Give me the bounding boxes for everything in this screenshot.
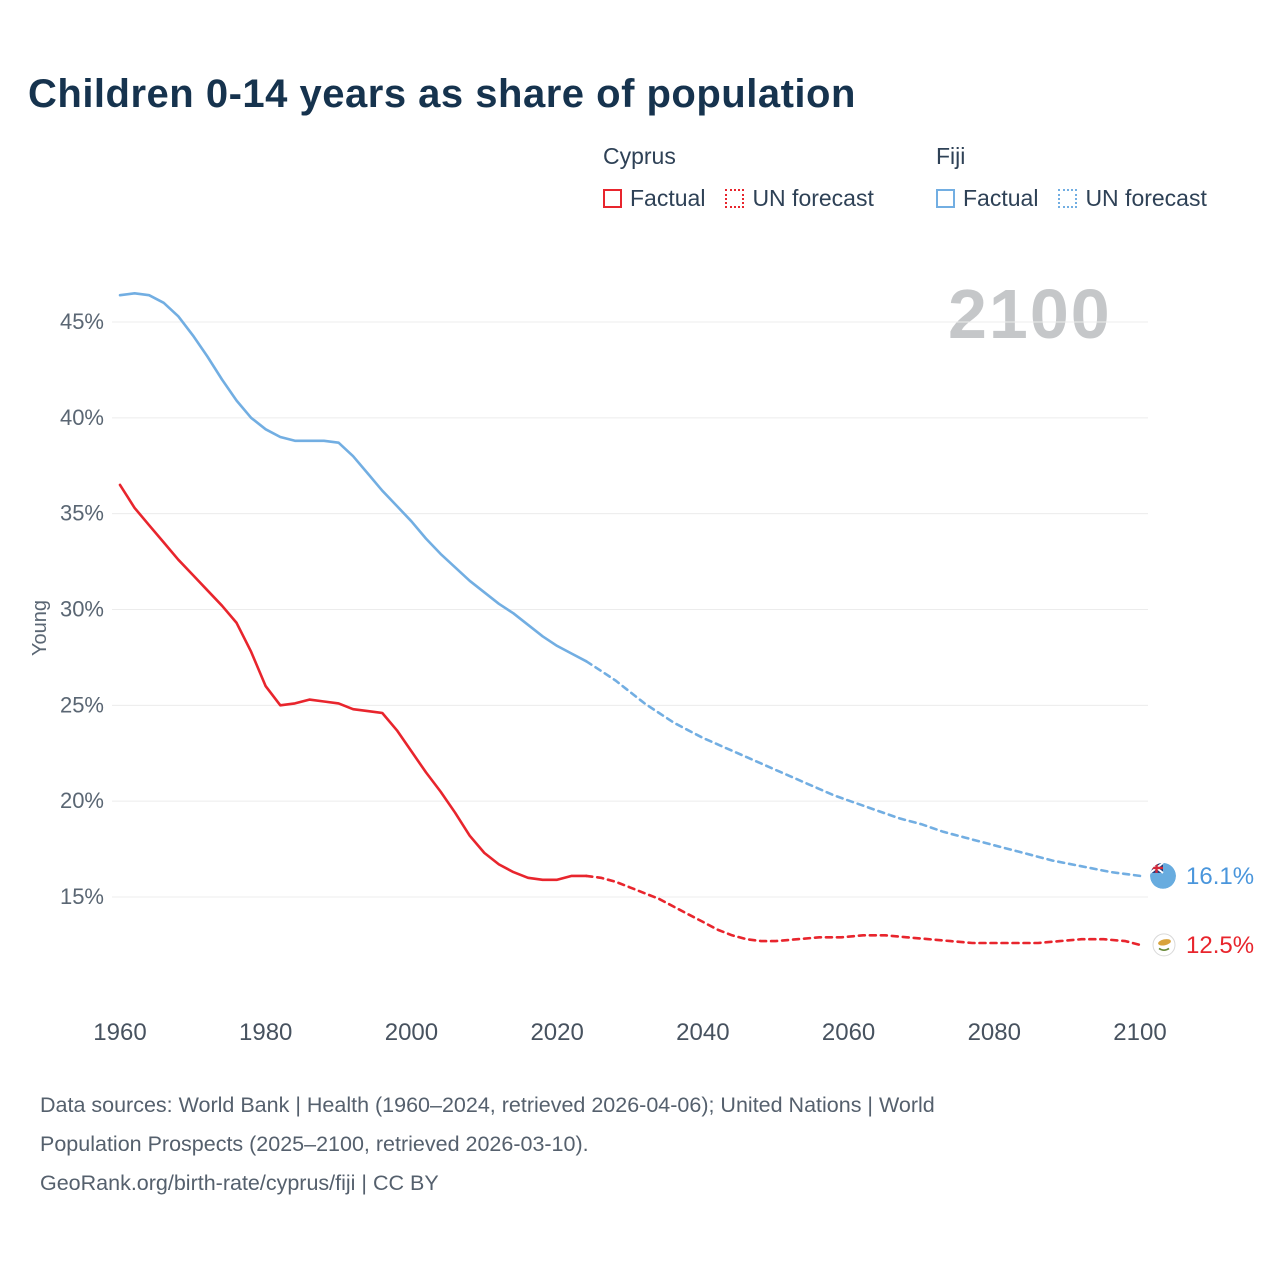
cyprus-factual-line[interactable]	[118, 483, 588, 882]
svg-text:1960: 1960	[93, 1019, 146, 1046]
fiji-forecast-swatch-icon	[1058, 189, 1078, 208]
data-sources-line1: Data sources: World Bank | Health (1960–…	[40, 1093, 935, 1117]
cyprus-flag-icon[interactable]	[1152, 933, 1176, 957]
svg-text:2060: 2060	[822, 1019, 875, 1046]
svg-text:25%: 25%	[60, 692, 104, 717]
svg-text:35%: 35%	[60, 501, 104, 526]
cyprus-forecast-swatch-icon	[725, 189, 745, 208]
legend-items-cyprus: Factual UN forecast	[603, 185, 874, 212]
svg-text:2080: 2080	[968, 1019, 1021, 1046]
data-sources-line2: Population Prospects (2025–2100, retriev…	[40, 1132, 589, 1156]
fiji-flag-icon[interactable]	[1150, 862, 1176, 889]
legend-item-fiji-factual[interactable]: Factual	[936, 185, 1038, 212]
legend-item-label: UN forecast	[752, 185, 874, 211]
legend-group-title-cyprus: Cyprus	[603, 143, 676, 169]
fiji-factual-line[interactable]	[118, 291, 588, 663]
legend-item-cyprus-forecast[interactable]: UN forecast	[725, 185, 874, 212]
svg-text:2000: 2000	[385, 1019, 438, 1046]
svg-text:2020: 2020	[530, 1019, 583, 1046]
svg-text:2100: 2100	[1113, 1019, 1166, 1046]
legend-item-cyprus-factual[interactable]: Factual	[603, 185, 705, 212]
page-title: Children 0-14 years as share of populati…	[28, 72, 856, 116]
legend-item-label: UN forecast	[1085, 185, 1207, 211]
gridlines	[112, 321, 1148, 898]
y-axis-title: Young	[29, 600, 51, 656]
end-value-label-fiji: 16.1%	[1186, 863, 1254, 890]
legend-items-fiji: Factual UN forecast	[936, 185, 1207, 212]
cyprus-forecast-line[interactable]	[584, 874, 1142, 947]
svg-text:30%: 30%	[60, 597, 104, 622]
end-value-label-cyprus: 12.5%	[1186, 932, 1254, 959]
x-axis-labels: 1960 1980 2000 2020 2040 2060 2080 2100	[93, 1019, 1166, 1046]
svg-text:2040: 2040	[676, 1019, 729, 1046]
legend: Cyprus Factual UN forecast Fiji Factual	[0, 143, 1280, 233]
legend-group-title-fiji: Fiji	[936, 143, 966, 169]
legend-item-label: Factual	[963, 185, 1039, 211]
svg-text:20%: 20%	[60, 788, 104, 813]
svg-text:15%: 15%	[60, 884, 104, 909]
fiji-factual-swatch-icon	[936, 189, 955, 208]
legend-item-label: Factual	[630, 185, 706, 211]
watermark-year: 2100	[948, 275, 1112, 353]
svg-text:1980: 1980	[239, 1019, 292, 1046]
legend-group-fiji: Fiji Factual UN forecast	[936, 143, 1207, 212]
svg-text:45%: 45%	[60, 309, 104, 334]
y-axis-labels: 15% 20% 25% 30% 35% 40% 45%	[60, 309, 104, 909]
legend-item-fiji-forecast[interactable]: UN forecast	[1058, 185, 1207, 212]
cyprus-factual-swatch-icon	[603, 189, 622, 208]
legend-group-cyprus: Cyprus Factual UN forecast	[603, 143, 874, 212]
fiji-forecast-line[interactable]	[584, 659, 1142, 878]
attribution-link[interactable]: GeoRank.org/birth-rate/cyprus/fiji | CC …	[40, 1171, 439, 1195]
footer: Data sources: World Bank | Health (1960–…	[40, 1086, 935, 1203]
svg-text:40%: 40%	[60, 405, 104, 430]
